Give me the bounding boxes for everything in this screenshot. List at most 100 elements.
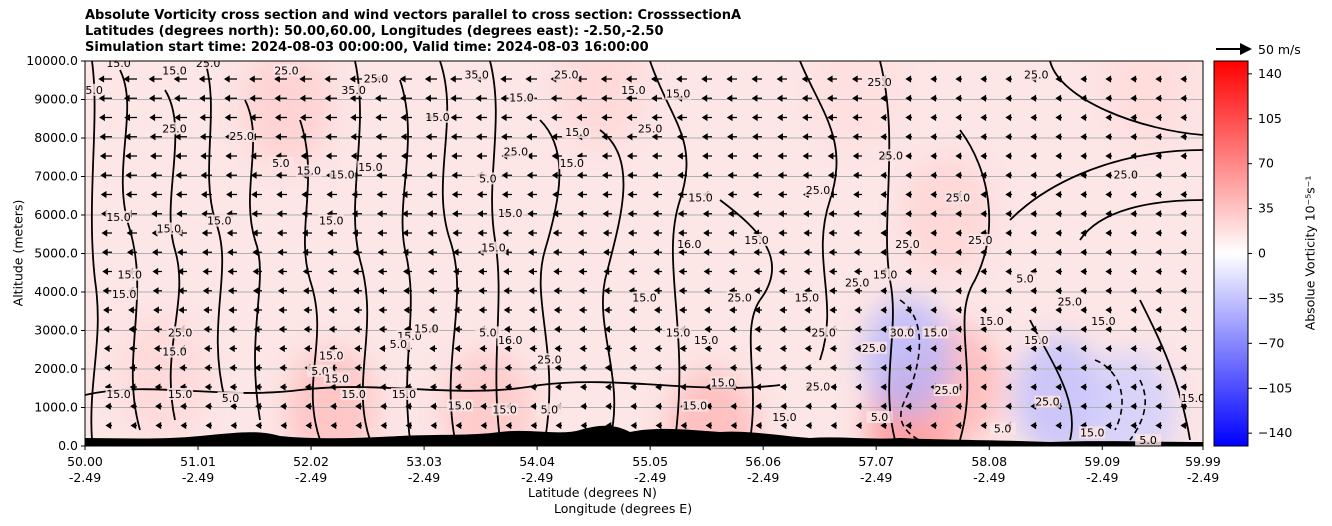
wind-vector: [475, 94, 487, 102]
wind-vector: [1030, 94, 1037, 102]
wind-vector: [751, 113, 762, 122]
wind-vector: [704, 344, 712, 353]
wind-vector: [880, 229, 887, 237]
contour-line: [1139, 299, 1191, 441]
wind-vector: [779, 364, 787, 372]
wind-vector: [627, 171, 637, 179]
wind-vector: [704, 325, 712, 333]
contour-label: 15.0: [207, 215, 232, 228]
wind-vector: [1080, 210, 1087, 218]
wind-vector: [827, 171, 837, 179]
contour-label-bg: [161, 345, 188, 358]
wind-vector: [702, 171, 712, 179]
wind-vector: [426, 152, 437, 160]
wind-vector: [1130, 75, 1137, 83]
wind-vector: [227, 287, 237, 295]
wind-vector: [980, 152, 987, 160]
contour-label: 15.0: [414, 323, 439, 336]
wind-vector: [526, 133, 537, 141]
wind-vector: [1105, 210, 1112, 218]
wind-vector: [451, 152, 462, 160]
y-tick-label: 9000.0: [34, 92, 78, 107]
wind-vector: [701, 75, 712, 83]
wind-vector: [955, 248, 962, 256]
wind-vector: [528, 306, 537, 314]
contour-label-bg: [329, 168, 356, 181]
contour-label-bg: [894, 237, 921, 250]
contour-label: 25.0: [229, 130, 254, 143]
wind-vector: [751, 94, 762, 102]
wind-vector: [450, 94, 462, 102]
wind-vector: [980, 267, 987, 276]
wind-vector: [905, 344, 912, 353]
wind-vector: [1130, 152, 1137, 160]
wind-vector: [780, 402, 787, 410]
wind-vector: [351, 210, 362, 218]
wind-vector: [128, 344, 137, 353]
wind-vector: [729, 325, 737, 333]
contour-label: 15.0: [162, 65, 187, 78]
contour-label-bg: [446, 399, 473, 412]
contour-label: 15.0: [744, 234, 769, 247]
wind-vector: [804, 306, 812, 314]
wind-vector: [755, 421, 762, 430]
wind-vector: [730, 421, 737, 430]
wind-vector: [1005, 344, 1012, 353]
contour-label: 15.0: [1024, 334, 1049, 347]
contour-label: 30.0: [890, 326, 915, 339]
wind-vector: [200, 171, 212, 179]
wind-vector: [326, 190, 337, 199]
contour-label: 25.0: [162, 122, 187, 135]
wind-vector: [580, 402, 587, 410]
wind-vector: [99, 113, 112, 122]
wind-vector: [905, 94, 912, 102]
wind-vector: [955, 402, 962, 410]
contour-label-bg: [105, 210, 132, 223]
contour-label-bg: [1179, 391, 1203, 404]
contour-label: 15.0: [106, 388, 131, 401]
wind-vector: [1130, 94, 1137, 102]
wind-vector: [228, 325, 237, 333]
wind-vector: [148, 75, 162, 83]
wind-vector: [129, 383, 137, 391]
wind-vector: [404, 364, 412, 372]
wind-vector: [801, 75, 812, 83]
wind-vector: [479, 364, 487, 372]
wind-vector: [828, 248, 837, 256]
contour-label: 15.0: [481, 242, 506, 255]
wind-vector: [525, 75, 537, 83]
wind-vector: [405, 421, 412, 430]
wind-vector: [380, 402, 387, 410]
wind-vector: [179, 364, 187, 372]
contour-label: 15.0: [711, 376, 736, 389]
contour-label: 25.0: [364, 72, 389, 85]
wind-vector: [654, 306, 662, 314]
contour-line: [1079, 199, 1203, 241]
wind-vector: [1055, 287, 1062, 295]
wind-vector: [930, 421, 937, 430]
contour-label-bg: [967, 233, 994, 246]
wind-vector: [1005, 229, 1012, 237]
wind-vector: [153, 344, 162, 353]
wind-vector: [175, 171, 187, 179]
contour-label-bg: [267, 156, 294, 169]
contour-label: 25.0: [806, 184, 831, 197]
wind-vector: [1130, 306, 1137, 314]
contour-label: 15.0: [118, 269, 143, 282]
contour-line: [399, 79, 412, 441]
wind-vector: [201, 190, 212, 199]
wind-vector: [328, 287, 337, 295]
wind-vector: [255, 421, 262, 430]
contour-label-bg: [1023, 334, 1050, 347]
wind-vector: [980, 248, 987, 256]
wind-vector: [253, 306, 262, 314]
wind-vector: [174, 113, 187, 122]
wind-vector: [173, 75, 187, 83]
contour-label: 5.0: [479, 172, 497, 185]
wind-vector: [325, 133, 337, 141]
wind-vector: [603, 267, 612, 276]
contour-label-bg: [111, 287, 138, 300]
wind-vector: [880, 94, 887, 102]
contour-label: 15.0: [873, 269, 898, 282]
contour-label: 15.0: [392, 388, 417, 401]
